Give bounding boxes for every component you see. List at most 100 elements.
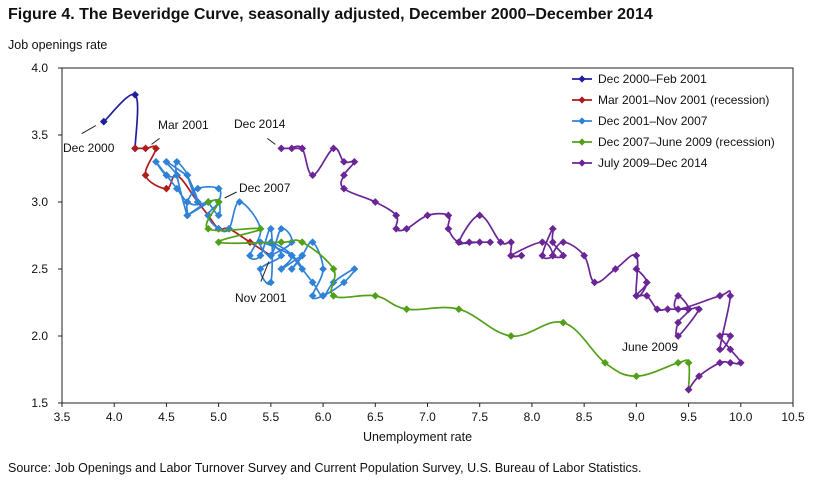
legend-swatch-marker [578,117,586,125]
data-point [663,305,672,314]
legend-swatch-marker [578,138,586,146]
data-point [548,251,557,260]
data-point [674,318,683,327]
data-point [141,144,150,153]
data-point [454,238,463,247]
data-point [308,291,317,300]
x-tick-label: 7.0 [419,410,436,424]
data-point [131,90,140,99]
annotation-label: Dec 2000 [63,141,115,155]
x-tick-label: 9.0 [628,410,645,424]
x-axis-title-text: Unemployment rate [362,430,473,444]
data-point [402,305,411,314]
data-point [172,157,181,166]
x-tick-label: 5.0 [210,410,227,424]
series-4 [204,198,693,394]
data-point [559,318,568,327]
data-point [580,251,589,260]
data-point [214,238,223,247]
data-point [235,198,244,206]
data-point [329,265,338,273]
data-point [715,358,724,367]
y-tick-label: 3.0 [31,195,48,209]
data-point [141,171,150,180]
data-point [674,358,683,367]
data-point [695,372,703,381]
data-point [444,224,453,233]
data-point [204,224,213,233]
data-point [277,144,286,153]
data-point [444,211,453,220]
data-point [642,278,651,287]
legend-label: July 2009–Dec 2014 [598,156,708,170]
data-point [277,224,286,233]
legend-label: Mar 2001–Nov 2001 (recession) [598,93,769,107]
annotation-label: Nov 2001 [235,291,287,305]
data-point [319,265,328,273]
data-point [256,251,265,260]
x-tick-label: 7.5 [471,410,488,424]
legend-item: Dec 2007–June 2009 (recession) [572,135,775,149]
annotation-leader [224,191,237,199]
data-point [99,117,108,126]
legend-swatch-marker [578,159,586,167]
data-point [329,144,338,153]
data-point [726,345,735,354]
data-point [256,265,265,273]
annotation-label: June 2009 [622,340,678,354]
data-point [266,278,275,287]
legend-label: Dec 2007–June 2009 (recession) [598,135,775,149]
data-point [632,265,641,273]
data-point [402,224,411,233]
y-tick-label: 1.5 [31,396,48,410]
y-tick-label: 3.5 [31,128,48,142]
data-point [559,238,568,247]
legend-swatch-marker [578,75,586,83]
x-axis: 3.5 4.0 4.5 5.0 5.5 6.0 6.5 7.0 7.5 8.0 8.5 9.0 9.5 1… [54,403,805,424]
y-tick-label: 2.0 [31,329,48,343]
data-point [162,184,171,193]
figure-title: Figure 4. The Beveridge Curve, seasonall… [8,6,653,23]
data-point [152,144,160,153]
data-point [715,291,724,300]
annotation-layer: Dec 2000 Mar 2001 Dec 2014 Dec 2007 Nov 2001… [63,117,678,354]
data-point [423,211,432,220]
x-tick-label: 10.5 [781,410,805,424]
data-point [183,171,192,180]
data-point [172,171,181,180]
data-point [517,251,526,260]
data-point [131,144,140,153]
x-tick-label: 10.0 [729,410,753,424]
data-point [183,211,192,220]
data-point [611,265,620,273]
data-point [642,291,651,300]
data-point [496,238,505,247]
data-point [507,238,515,247]
data-point [214,184,223,193]
data-point [340,184,348,193]
data-point [298,251,307,260]
data-point [674,332,683,340]
legend: Dec 2000–Feb 2001 Mar 2001–Nov 2001 (rece… [572,72,775,170]
data-point [653,305,662,314]
data-point [538,251,547,260]
data-point [371,291,380,300]
data-point [266,251,275,260]
y-tick-label: 4.0 [31,61,48,75]
legend-label: Dec 2001–Nov 2007 [598,114,708,128]
x-tick-label: 4.5 [158,410,175,424]
data-point [162,171,171,180]
data-point [298,144,307,153]
data-point [287,265,296,273]
data-point [287,144,296,153]
x-tick-label: 3.5 [54,410,71,424]
data-point [507,251,515,260]
data-point [214,211,223,220]
x-tick-label: 6.0 [315,410,332,424]
data-point [350,157,359,166]
data-point [308,238,317,247]
data-point [392,224,401,233]
data-point [590,278,599,287]
legend-item: July 2009–Dec 2014 [572,156,708,170]
